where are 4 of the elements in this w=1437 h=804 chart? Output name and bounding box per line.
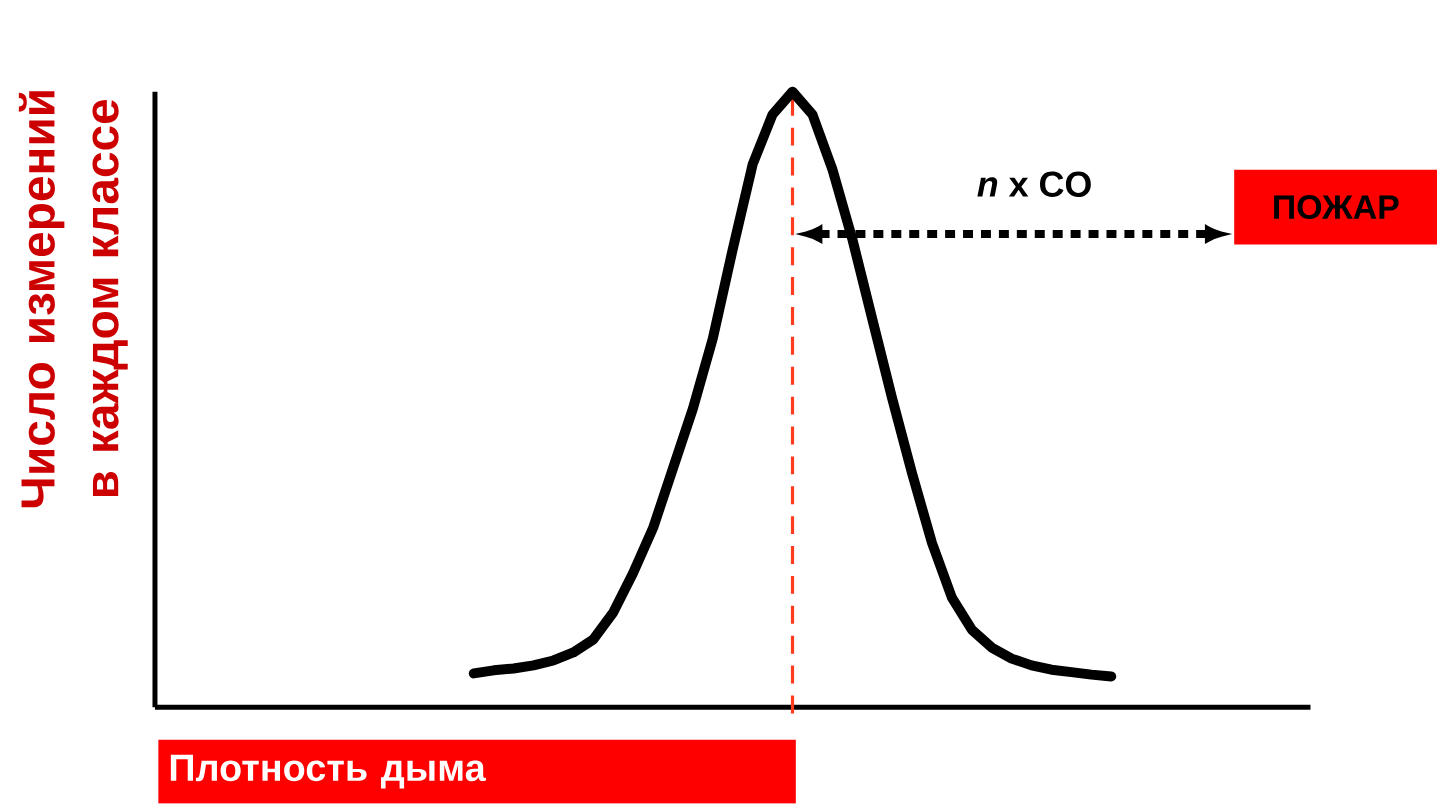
annotation: n x CO [977, 171, 1091, 198]
y-axis-title: Число измерений в каждом классе [18, 91, 128, 508]
annotation: ПОЖАР [1274, 195, 1399, 220]
x-axis-title: Плотность дыма [170, 754, 486, 789]
